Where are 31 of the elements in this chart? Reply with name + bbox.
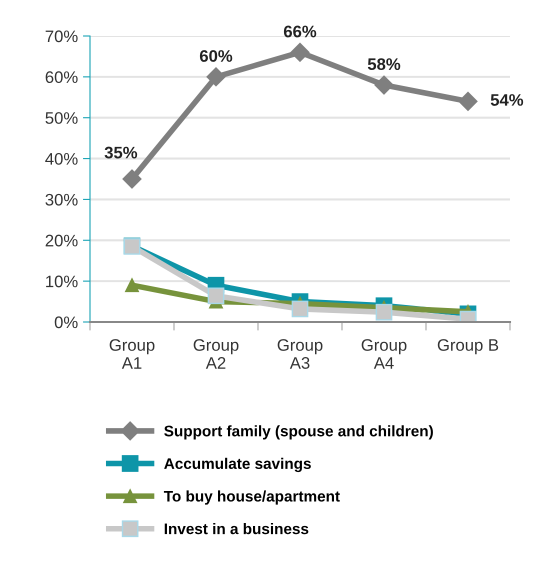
point [376, 304, 392, 321]
data-label: 66% [284, 26, 316, 38]
legend-label: Support family (spouse and children) [164, 425, 433, 440]
x-tick-label: Group B [438, 339, 498, 354]
legend-label: To buy house/apartment [164, 490, 340, 505]
y-tick-label: 20% [46, 234, 78, 246]
point [292, 300, 308, 318]
point [290, 42, 310, 62]
y-tick-label: 60% [46, 71, 78, 84]
data-label: 60% [200, 50, 232, 62]
legend-label: Accumulate savings [164, 458, 311, 472]
data-label: 54% [490, 94, 524, 106]
y-tick-label: 40% [45, 152, 78, 165]
point [374, 75, 394, 95]
y-tick-label: 50% [46, 112, 78, 124]
point [125, 278, 139, 292]
x-tick-label: Group A3 [278, 339, 322, 369]
y-tick-label: 30% [45, 194, 78, 206]
legend-label: Invest in a business [164, 523, 308, 534]
data-label: 58% [368, 58, 400, 70]
point [458, 92, 478, 111]
x-tick-label: Group A2 [194, 339, 238, 369]
point [208, 288, 224, 304]
point [122, 169, 142, 189]
x-tick-label: Group A4 [362, 339, 406, 369]
y-tick-label: 0% [54, 316, 78, 328]
y-tick-label: 70% [46, 30, 78, 42]
point [206, 67, 226, 86]
x-tick-label: Group A1 [110, 339, 154, 369]
y-tick-label: 10% [46, 276, 78, 288]
data-label: 35% [104, 146, 138, 158]
